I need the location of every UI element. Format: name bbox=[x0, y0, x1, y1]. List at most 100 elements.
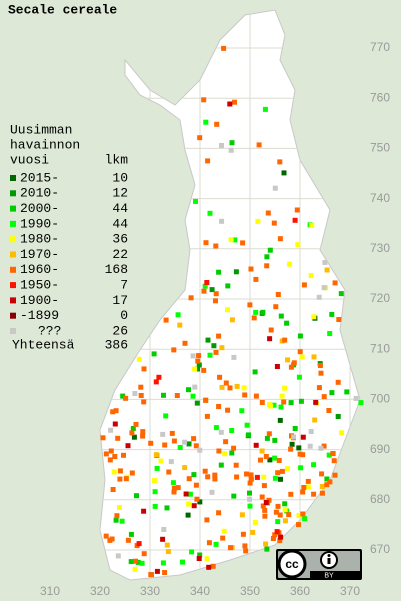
observation bbox=[219, 143, 224, 148]
observation bbox=[267, 247, 273, 253]
observations bbox=[100, 45, 364, 578]
observation bbox=[203, 240, 209, 246]
northing-label: 670 bbox=[370, 542, 390, 556]
observation bbox=[213, 243, 219, 249]
observation bbox=[330, 451, 336, 457]
observation bbox=[267, 336, 273, 342]
observation bbox=[223, 380, 229, 386]
northing-label: 700 bbox=[370, 392, 390, 406]
observation bbox=[160, 536, 166, 542]
northing-label: 750 bbox=[370, 141, 390, 155]
observation bbox=[108, 448, 114, 454]
observation bbox=[204, 556, 210, 562]
observation bbox=[234, 383, 240, 389]
observation bbox=[234, 474, 240, 480]
observation bbox=[324, 482, 330, 488]
observation bbox=[186, 387, 191, 393]
observation bbox=[152, 478, 157, 484]
legend-label: 1980- bbox=[20, 232, 59, 247]
observation bbox=[197, 447, 203, 453]
observation bbox=[216, 448, 222, 454]
observation bbox=[278, 404, 284, 410]
observation bbox=[308, 429, 314, 434]
observation bbox=[213, 298, 218, 304]
observation bbox=[207, 352, 213, 358]
observation bbox=[125, 537, 131, 543]
observation bbox=[171, 347, 177, 353]
observation bbox=[216, 333, 222, 339]
observation bbox=[191, 503, 197, 509]
observation bbox=[171, 489, 177, 495]
observation bbox=[205, 158, 211, 164]
by-head bbox=[327, 554, 331, 557]
observation bbox=[353, 395, 359, 401]
observation bbox=[139, 560, 145, 566]
observation bbox=[195, 358, 201, 364]
observation bbox=[250, 529, 256, 535]
observation bbox=[174, 393, 180, 398]
observation bbox=[332, 280, 338, 286]
observation bbox=[263, 500, 269, 505]
observation bbox=[259, 448, 265, 454]
observation bbox=[308, 273, 314, 279]
observation bbox=[272, 455, 278, 461]
observation bbox=[259, 494, 265, 500]
observation bbox=[156, 374, 162, 380]
northing-label: 760 bbox=[370, 90, 390, 104]
observation bbox=[201, 288, 207, 294]
observation bbox=[313, 399, 319, 405]
observation bbox=[261, 474, 267, 480]
observation bbox=[213, 349, 219, 355]
observation bbox=[196, 353, 202, 359]
legend-label: 1990- bbox=[20, 216, 59, 231]
observation bbox=[100, 435, 106, 441]
observation bbox=[271, 402, 277, 408]
observation bbox=[253, 442, 259, 448]
observation bbox=[296, 522, 301, 528]
observation bbox=[120, 393, 126, 399]
observation bbox=[190, 393, 196, 399]
observation bbox=[209, 489, 215, 495]
observation bbox=[136, 541, 142, 547]
observation bbox=[161, 527, 167, 532]
observation bbox=[278, 476, 283, 482]
observation bbox=[282, 501, 288, 507]
observation bbox=[134, 493, 139, 499]
observation bbox=[288, 446, 294, 452]
observation bbox=[339, 430, 345, 436]
northing-label: 730 bbox=[370, 241, 390, 255]
legend-swatch bbox=[10, 236, 16, 243]
observation bbox=[168, 459, 174, 465]
legend-count: 44 bbox=[112, 201, 128, 216]
observation bbox=[194, 496, 200, 502]
legend-total-label: Yhteensä bbox=[12, 337, 75, 352]
observation bbox=[309, 222, 315, 228]
observation bbox=[117, 476, 123, 482]
observation bbox=[277, 538, 283, 544]
observation bbox=[263, 454, 269, 459]
observation bbox=[321, 285, 327, 291]
observation bbox=[204, 413, 210, 419]
observation bbox=[358, 400, 364, 406]
observation bbox=[281, 399, 287, 405]
observation bbox=[229, 450, 235, 456]
observation bbox=[248, 266, 254, 272]
observation bbox=[212, 476, 218, 482]
observation bbox=[186, 476, 192, 482]
observation bbox=[297, 349, 303, 355]
observation bbox=[175, 485, 181, 491]
observation bbox=[282, 337, 288, 343]
observation bbox=[252, 369, 258, 375]
observation bbox=[300, 511, 306, 517]
observation bbox=[311, 354, 317, 360]
legend-swatch bbox=[10, 328, 16, 334]
observation bbox=[264, 546, 270, 552]
observation bbox=[171, 438, 177, 444]
observation bbox=[265, 210, 271, 216]
observation bbox=[324, 267, 330, 273]
observation bbox=[307, 443, 313, 449]
observation bbox=[296, 374, 302, 380]
observation bbox=[288, 400, 294, 406]
easting-label: 370 bbox=[340, 584, 360, 598]
observation bbox=[263, 541, 269, 547]
